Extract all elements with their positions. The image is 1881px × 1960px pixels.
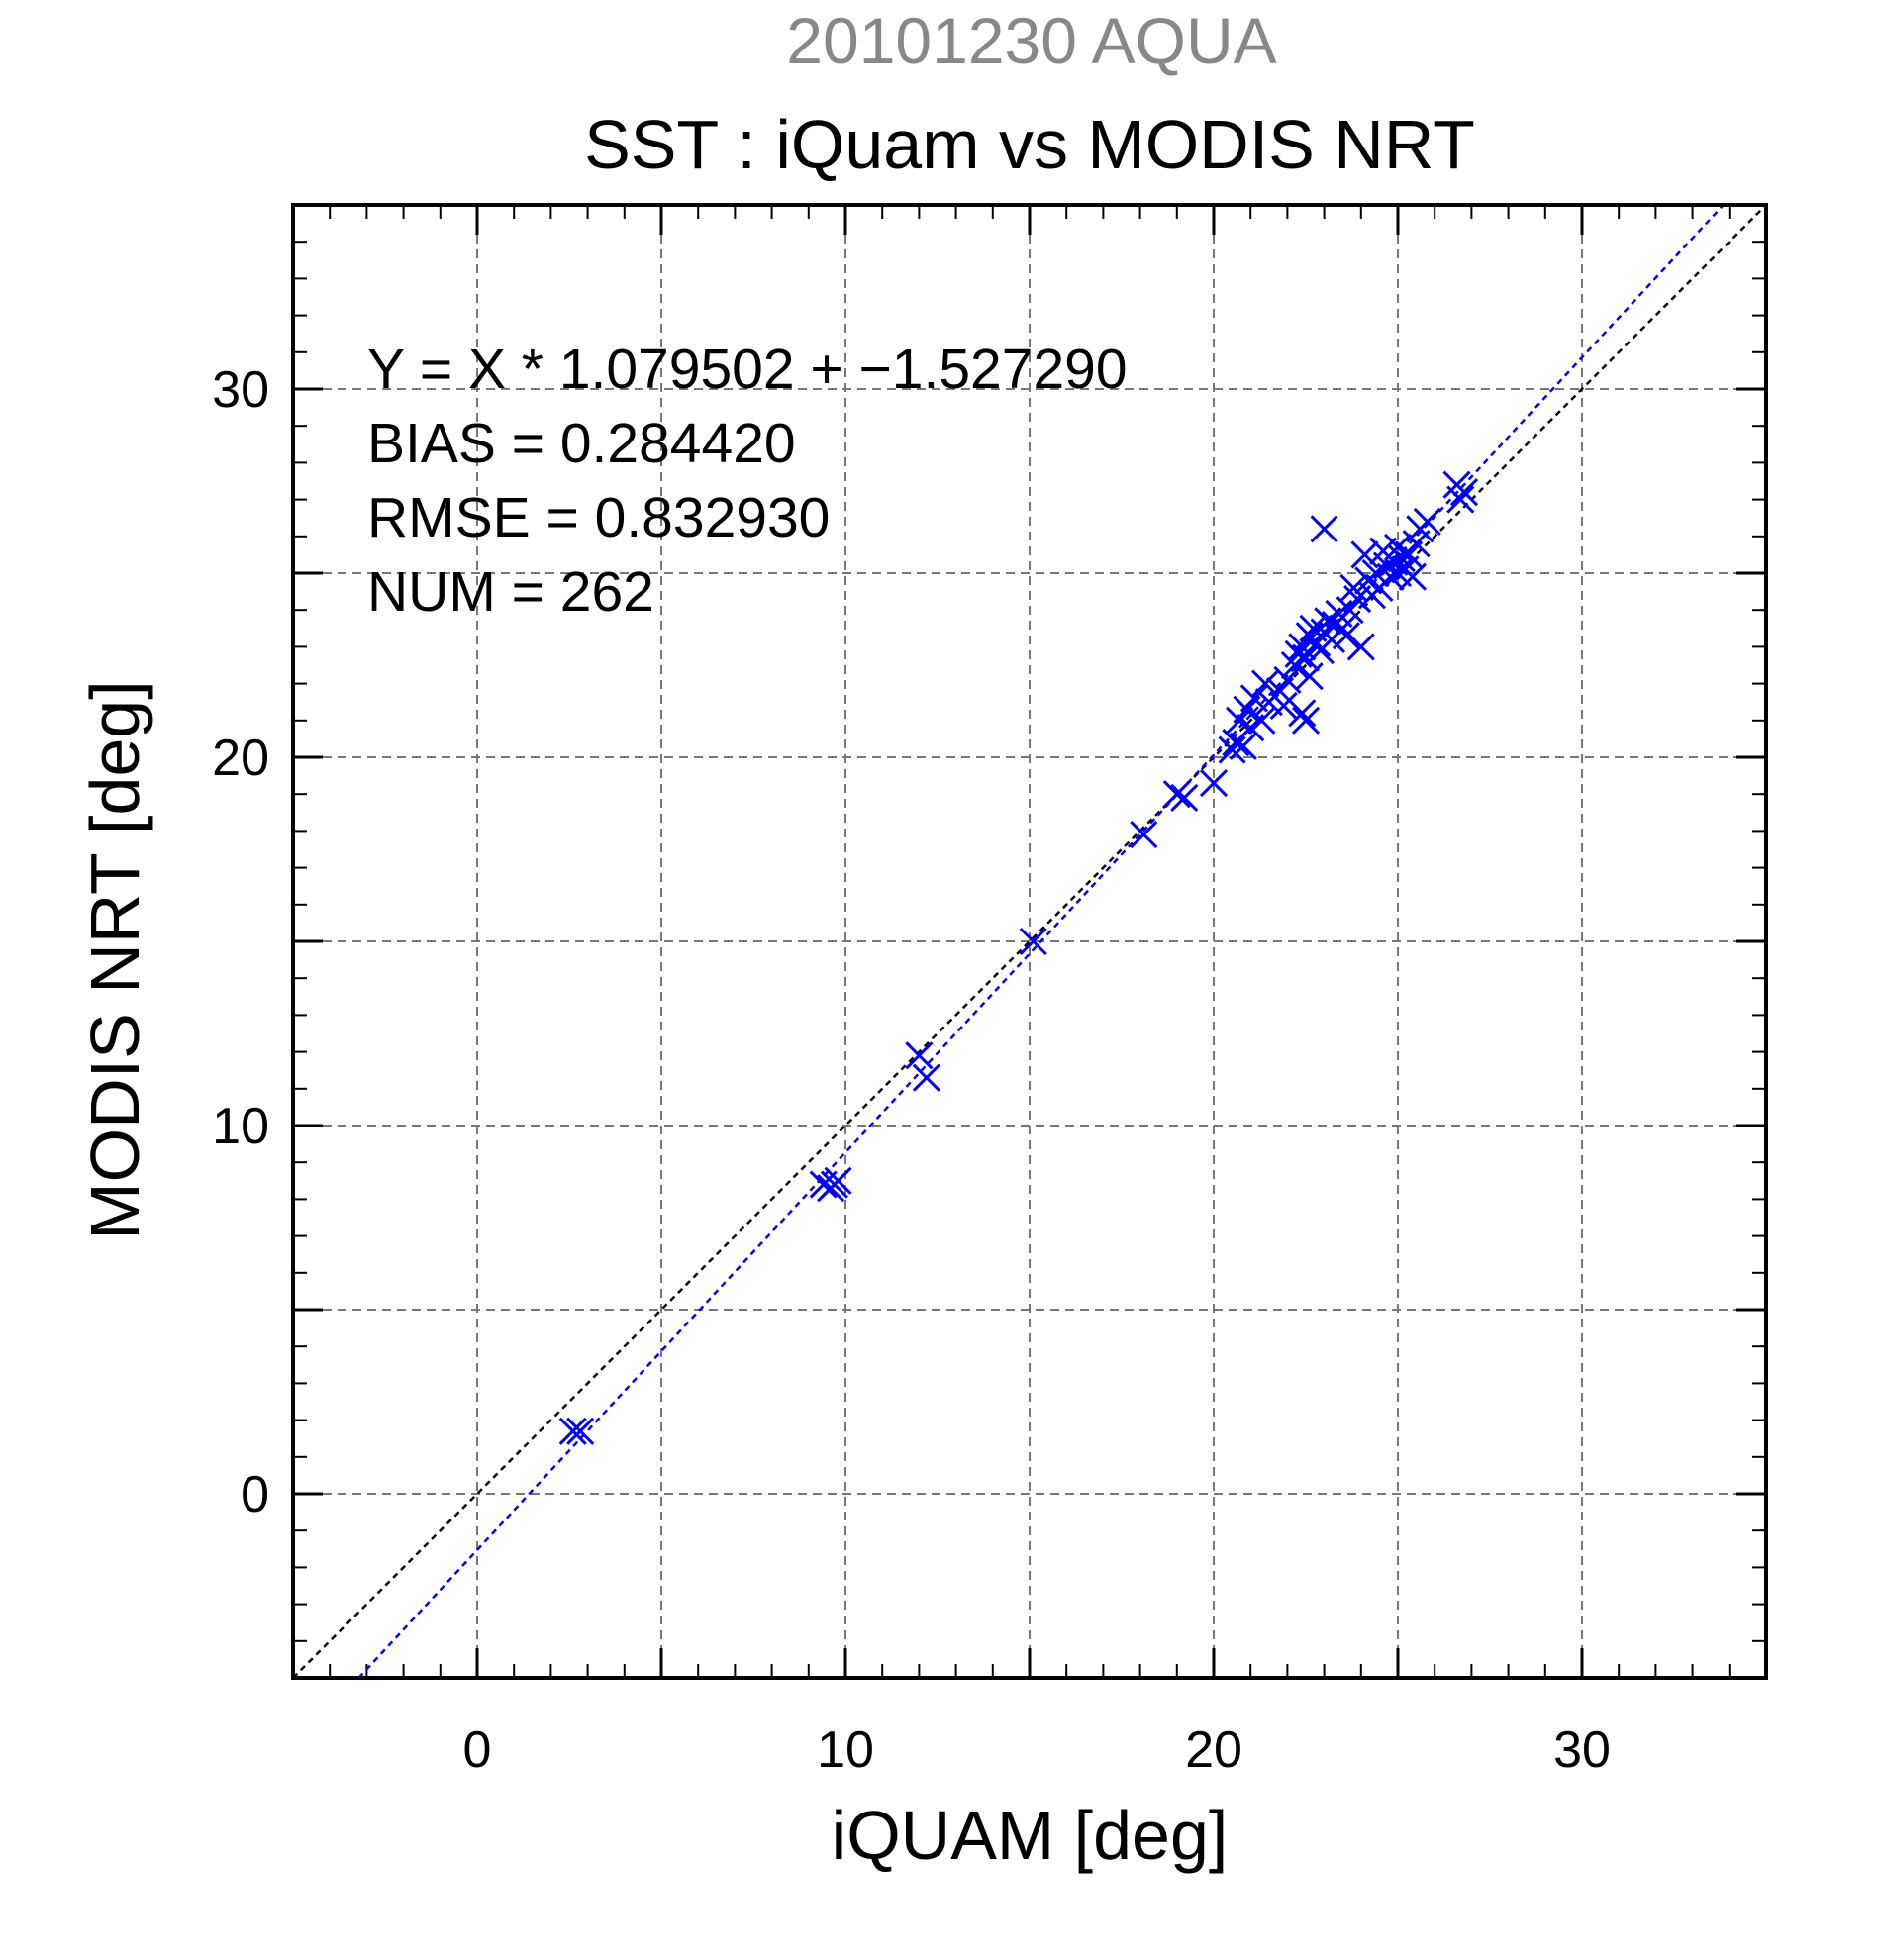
- data-point-x-marker: [1170, 783, 1199, 812]
- marker-stroke: [905, 1041, 934, 1070]
- data-point-x-marker: [1398, 562, 1427, 591]
- marker-stroke: [1325, 599, 1353, 628]
- date-title: 20101230 AQUA: [786, 4, 1276, 77]
- data-point-x-marker: [1247, 706, 1276, 735]
- y-tick-label: 20: [212, 730, 269, 787]
- x-tick-label: 0: [463, 1721, 492, 1779]
- marker-stroke: [1383, 533, 1413, 562]
- data-point-x-marker: [1295, 662, 1324, 691]
- regression-fit-line: [357, 204, 1725, 1679]
- bias-stat: BIAS = 0.284420: [367, 412, 796, 475]
- marker-stroke: [1247, 706, 1276, 735]
- data-point-x-marker: [1288, 699, 1317, 728]
- marker-stroke: [1291, 643, 1321, 672]
- data-point-x-marker: [1446, 485, 1475, 514]
- data-point-x-marker: [1251, 669, 1280, 698]
- x-tick-label: 30: [1553, 1721, 1611, 1779]
- data-point-x-marker: [1413, 507, 1441, 536]
- rmse-stat: RMSE = 0.832930: [367, 486, 830, 549]
- major-ticks: [293, 205, 1766, 1678]
- marker-stroke: [1449, 478, 1479, 507]
- data-point-x-marker: [1339, 573, 1368, 602]
- data-point-x-marker: [1332, 622, 1360, 650]
- num-stat: NUM = 262: [367, 560, 654, 624]
- data-point-x-marker: [1350, 540, 1379, 569]
- marker-stroke: [1284, 639, 1313, 668]
- data-point-x-marker: [1218, 735, 1246, 764]
- marker-stroke: [1332, 622, 1360, 650]
- data-point-x-marker: [912, 1063, 940, 1092]
- marker-stroke: [1329, 614, 1357, 642]
- x-tick-label: 20: [1185, 1721, 1242, 1779]
- marker-stroke: [824, 1166, 852, 1195]
- plot-frame: [291, 203, 1768, 1680]
- data-point-x-marker: [1162, 780, 1191, 809]
- grid-lines: [293, 205, 1766, 1678]
- marker-stroke: [1239, 684, 1268, 713]
- y-axis-label: MODIS NRT [deg]: [76, 680, 153, 1239]
- chart-title: SST : iQuam vs MODIS NRT: [584, 106, 1475, 183]
- identity-line: [292, 204, 1767, 1679]
- y-tick-label: 30: [212, 361, 269, 419]
- reference-lines: [292, 204, 1767, 1679]
- data-point-x-marker: [1019, 927, 1047, 956]
- y-tick-label: 10: [212, 1098, 269, 1155]
- marker-stroke: [1273, 665, 1302, 694]
- x-tick-label: 10: [817, 1721, 874, 1779]
- marker-stroke: [1310, 515, 1338, 543]
- marker-stroke: [1218, 735, 1246, 764]
- y-tick-labels: 0 10 20 30: [212, 361, 269, 1523]
- data-point-x-marker: [1199, 768, 1229, 798]
- data-point-x-marker: [1310, 515, 1338, 543]
- minor-ticks: [293, 205, 1766, 1678]
- marker-stroke: [1398, 562, 1427, 591]
- y-tick-label: 0: [241, 1466, 269, 1523]
- marker-stroke: [1130, 821, 1158, 849]
- data-point-x-marker: [824, 1166, 852, 1195]
- marker-stroke: [1295, 662, 1324, 691]
- marker-stroke: [1288, 699, 1317, 728]
- marker-stroke: [1350, 540, 1379, 569]
- data-point-x-marker: [1130, 821, 1158, 849]
- marker-stroke: [558, 1417, 587, 1445]
- marker-stroke: [566, 1417, 595, 1445]
- marker-stroke: [1162, 780, 1191, 809]
- marker-stroke: [1291, 706, 1321, 735]
- x-tick-labels: 0 10 20 30: [463, 1721, 1611, 1779]
- data-point-x-marker: [1269, 691, 1298, 720]
- data-point-x-marker: [1291, 643, 1321, 672]
- marker-stroke: [1446, 485, 1475, 514]
- data-point-x-marker: [1346, 633, 1375, 661]
- marker-stroke: [1339, 573, 1368, 602]
- marker-stroke: [1299, 614, 1328, 642]
- data-point-x-marker: [566, 1417, 595, 1445]
- regression-equation: Y = X * 1.079502 + −1.527290: [367, 338, 1128, 401]
- data-points: [558, 470, 1479, 1445]
- data-point-x-marker: [905, 1041, 934, 1070]
- marker-stroke: [1269, 691, 1298, 720]
- marker-stroke: [1170, 783, 1199, 812]
- data-point-x-marker: [1449, 478, 1479, 507]
- marker-stroke: [1199, 768, 1229, 798]
- marker-stroke: [1229, 732, 1257, 760]
- data-point-x-marker: [558, 1417, 587, 1445]
- marker-stroke: [1019, 927, 1047, 956]
- data-point-x-marker: [1284, 639, 1313, 668]
- marker-stroke: [1346, 633, 1375, 661]
- marker-stroke: [912, 1063, 940, 1092]
- data-point-x-marker: [1291, 706, 1321, 735]
- marker-stroke: [1251, 669, 1280, 698]
- data-point-x-marker: [1273, 665, 1302, 694]
- data-point-x-marker: [1229, 732, 1257, 760]
- marker-stroke: [1372, 551, 1401, 580]
- marker-stroke: [1413, 507, 1441, 536]
- x-axis-label: iQUAM [deg]: [832, 1797, 1229, 1874]
